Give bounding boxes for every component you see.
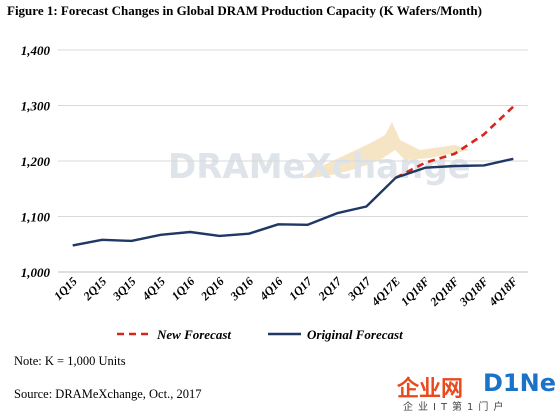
chart-title: Figure 1: Forecast Changes in Global DRA… bbox=[7, 3, 482, 18]
x-tick-label: 1Q18F bbox=[398, 274, 432, 308]
corner-logo: 企业网 D1Net 企业IT第1门户 bbox=[395, 369, 556, 413]
y-tick-label: 1,200 bbox=[21, 154, 51, 169]
grid bbox=[58, 49, 528, 273]
x-tick-label: 3Q15 bbox=[109, 274, 138, 303]
x-tick-label: 2Q16 bbox=[197, 274, 226, 303]
x-tick-label: 1Q15 bbox=[51, 274, 80, 303]
y-tick-label: 1,300 bbox=[21, 99, 51, 114]
watermark-swoosh bbox=[300, 122, 470, 178]
y-axis: 1,000 1,100 1,200 1,300 1,400 bbox=[21, 43, 51, 280]
x-tick-label: 4Q18F bbox=[485, 274, 520, 309]
x-tick-label: 2Q15 bbox=[80, 274, 109, 303]
x-tick-label: 4Q17E bbox=[368, 274, 403, 309]
x-tick-label: 1Q16 bbox=[169, 274, 198, 303]
series-line-new-forecast bbox=[395, 105, 515, 179]
x-tick-label: 4Q16 bbox=[256, 274, 285, 303]
x-tick-label: 3Q18F bbox=[456, 274, 491, 309]
x-tick-label: 3Q16 bbox=[227, 274, 256, 303]
x-tick-label: 2Q18F bbox=[427, 274, 462, 309]
x-axis: 1Q15 2Q15 3Q15 4Q15 1Q16 2Q16 3Q16 4Q16 1Q17 2Q17… bbox=[51, 274, 520, 310]
watermark: DRAMeXchange bbox=[168, 122, 471, 187]
y-tick-label: 1,100 bbox=[21, 210, 51, 225]
corner-logo-net: D1Net bbox=[483, 369, 556, 397]
legend: New Forecast Original Forecast bbox=[117, 327, 403, 342]
y-tick-label: 1,000 bbox=[21, 265, 51, 280]
watermark-text: DRAMeXchange bbox=[168, 147, 471, 187]
series bbox=[72, 105, 515, 247]
x-tick-label: 2Q17 bbox=[315, 274, 345, 304]
series-line-original-forecast bbox=[72, 157, 514, 247]
x-tick-label: 1Q17 bbox=[286, 274, 315, 303]
legend-original-forecast-label: Original Forecast bbox=[307, 327, 403, 342]
corner-logo-main: 企业网 bbox=[397, 377, 464, 402]
corner-logo-sub: 企业IT第1门户 bbox=[403, 402, 509, 413]
legend-new-forecast-label: New Forecast bbox=[156, 327, 231, 342]
x-tick-label: 4Q15 bbox=[138, 274, 167, 303]
note-text: Note: K = 1,000 Units bbox=[14, 354, 126, 368]
y-tick-label: 1,400 bbox=[21, 43, 51, 58]
source-text: Source: DRAMeXchange, Oct., 2017 bbox=[14, 387, 202, 401]
